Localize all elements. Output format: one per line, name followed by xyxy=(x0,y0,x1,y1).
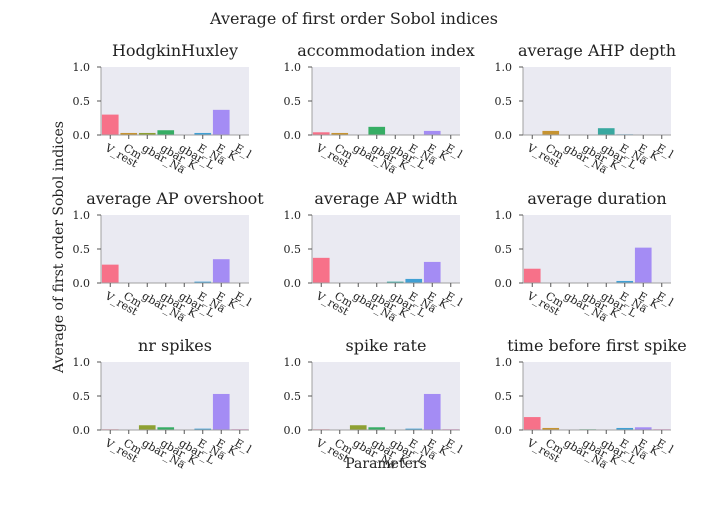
y-tick-label: 0.5 xyxy=(73,95,91,108)
y-tick-label: 1.0 xyxy=(495,61,513,74)
bar-E_K xyxy=(212,109,230,135)
plot-area xyxy=(312,67,460,135)
bar-gbar_Na xyxy=(138,132,156,135)
y-tick-label: 0.0 xyxy=(495,277,513,290)
y-tick-label: 0.0 xyxy=(73,424,91,437)
subplot-4: average AP width0.00.51.0V_restCmgbar_Na… xyxy=(284,189,465,325)
y-tick-label: 0.5 xyxy=(284,243,302,256)
bar-V_rest xyxy=(101,264,119,283)
y-tick-label: 0.0 xyxy=(495,129,513,142)
bar-V_rest xyxy=(312,257,330,283)
bar-Cm xyxy=(542,130,560,135)
y-tick-label: 1.0 xyxy=(73,61,91,74)
y-tick-label: 0.0 xyxy=(73,129,91,142)
subplot-5: average duration0.00.51.0V_restCmgbar_Na… xyxy=(495,189,676,325)
subplot-title: average AHP depth xyxy=(518,41,676,60)
plot-area xyxy=(523,362,671,430)
bar-E_K xyxy=(212,393,230,430)
bar-gbar_K xyxy=(157,130,175,135)
subplot-title: spike rate xyxy=(346,336,427,355)
bar-V_rest xyxy=(312,132,330,135)
bar-gbar_L xyxy=(597,128,615,135)
y-tick-label: 1.0 xyxy=(495,209,513,222)
subplot-1: accommodation index0.00.51.0V_restCmgbar… xyxy=(284,41,475,177)
bar-V_rest xyxy=(523,417,541,430)
y-tick-label: 0.5 xyxy=(495,95,513,108)
bar-E_Na xyxy=(616,427,634,430)
y-tick-label: 0.5 xyxy=(284,95,302,108)
subplot-title: HodgkinHuxley xyxy=(112,41,238,60)
bar-E_K xyxy=(634,427,652,430)
y-tick-label: 1.0 xyxy=(73,356,91,369)
y-tick-label: 0.0 xyxy=(284,129,302,142)
bar-E_Na xyxy=(194,281,212,283)
plot-area xyxy=(523,67,671,135)
y-tick-label: 0.0 xyxy=(73,277,91,290)
y-tick-label: 0.5 xyxy=(495,390,513,403)
subplot-6: nr spikes0.00.51.0V_restCmgbar_Nagbar_Kg… xyxy=(73,336,254,472)
bar-gbar_K xyxy=(368,126,386,135)
y-tick-label: 1.0 xyxy=(284,209,302,222)
bar-E_Na xyxy=(194,132,212,135)
subplot-title: accommodation index xyxy=(297,41,475,60)
y-tick-label: 1.0 xyxy=(284,356,302,369)
bar-E_Na xyxy=(616,280,634,283)
bar-Cm xyxy=(542,427,560,430)
bar-Cm xyxy=(331,132,349,135)
subplot-7: spike rate0.00.51.0V_restCmgbar_Nagbar_K… xyxy=(284,336,465,472)
subplot-title: nr spikes xyxy=(138,336,212,355)
y-tick-label: 0.5 xyxy=(73,243,91,256)
figure-title: Average of first order Sobol indices xyxy=(209,9,498,28)
bar-V_rest xyxy=(523,268,541,283)
y-axis-label: Average of first order Sobol indices xyxy=(51,121,67,374)
subplot-title: average duration xyxy=(527,189,666,208)
subplot-3: average AP overshoot0.00.51.0V_restCmgba… xyxy=(73,189,265,325)
y-tick-label: 1.0 xyxy=(284,61,302,74)
subplot-0: HodgkinHuxley0.00.51.0V_restCmgbar_Nagba… xyxy=(73,41,254,177)
bar-gbar_Na xyxy=(138,425,156,430)
subplot-title: average AP overshoot xyxy=(86,189,264,208)
y-tick-label: 0.0 xyxy=(284,277,302,290)
bar-gbar_Na xyxy=(349,425,367,430)
bar-E_K xyxy=(634,247,652,283)
subplot-title: average AP width xyxy=(314,189,457,208)
bar-E_Na xyxy=(405,278,423,283)
bar-E_K xyxy=(423,130,441,135)
x-axis-label: Parameters xyxy=(345,456,427,472)
bar-gbar_L xyxy=(386,281,404,283)
bar-Cm xyxy=(120,132,138,135)
bar-V_rest xyxy=(101,114,119,135)
subplot-8: time before first spike0.00.51.0V_restCm… xyxy=(495,336,687,472)
bar-E_Na xyxy=(194,428,212,430)
bar-gbar_K xyxy=(157,427,175,430)
y-tick-label: 0.5 xyxy=(73,390,91,403)
bar-E_K xyxy=(212,259,230,283)
bar-E_Na xyxy=(405,428,423,430)
subplot-title: time before first spike xyxy=(507,336,687,355)
y-tick-label: 1.0 xyxy=(495,356,513,369)
y-tick-label: 0.0 xyxy=(495,424,513,437)
y-tick-label: 0.0 xyxy=(284,424,302,437)
y-tick-label: 0.5 xyxy=(284,390,302,403)
subplot-2: average AHP depth0.00.51.0V_restCmgbar_N… xyxy=(495,41,677,177)
bar-E_K xyxy=(423,393,441,430)
y-tick-label: 0.5 xyxy=(495,243,513,256)
y-tick-label: 1.0 xyxy=(73,209,91,222)
bar-E_K xyxy=(423,261,441,283)
bar-gbar_K xyxy=(368,427,386,430)
subplot-grid: HodgkinHuxley0.00.51.0V_restCmgbar_Nagba… xyxy=(73,41,687,472)
